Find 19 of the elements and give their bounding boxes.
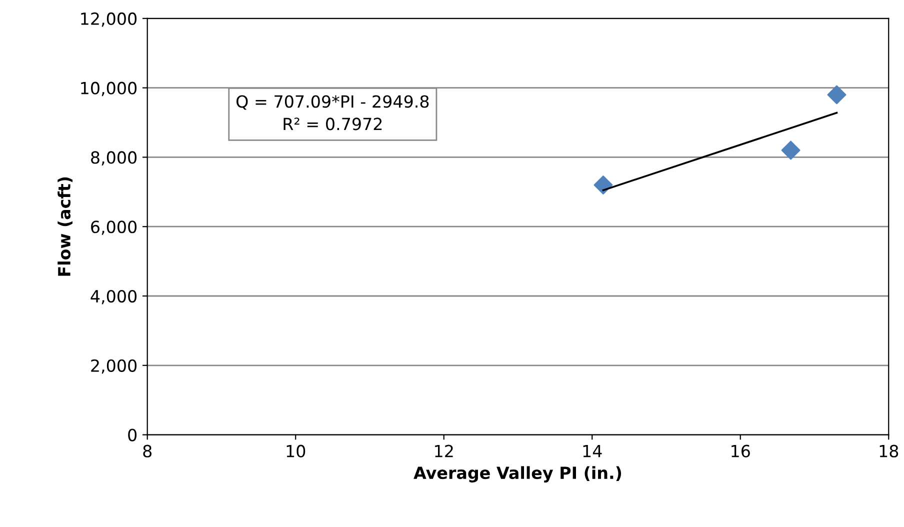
x-tick-label: 16 (732, 444, 750, 458)
y-tick-label: 6,000 (91, 220, 137, 235)
y-tick-label: 4,000 (90, 290, 137, 304)
x-tick-label: 10 (286, 444, 306, 458)
y-tick-label: 8,000 (91, 151, 137, 166)
y-tick-label: 10,000 (81, 82, 137, 96)
x-tick-label: 18 (880, 444, 898, 458)
point (827, 85, 846, 104)
annotation: Q = 707.09*PI - 2949.8 R² = 0.7972 (236, 95, 429, 130)
y-tick-label: 12,000 (81, 12, 137, 27)
x-tick-label: 12 (435, 444, 453, 458)
y-tick-label: 2,000 (91, 359, 137, 374)
x-axis-title: Average Valley PI (in.) (414, 466, 622, 482)
point (594, 175, 613, 194)
y-axis-title: Flow (acft) (58, 177, 72, 276)
point (781, 140, 800, 160)
x-tick-label: 14 (583, 445, 602, 458)
x-tick-label: 8 (143, 444, 152, 458)
y-tick-label: 0 (128, 428, 137, 442)
